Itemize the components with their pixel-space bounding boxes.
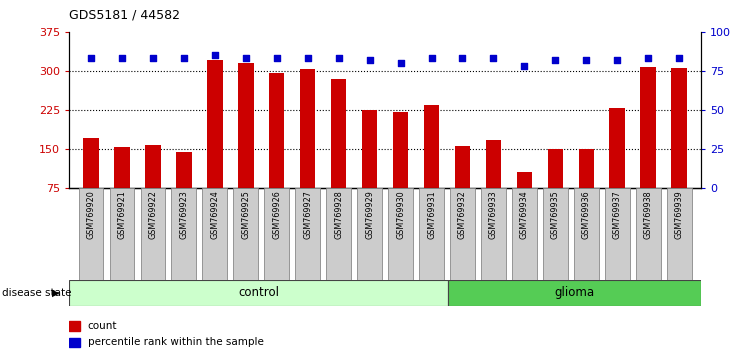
Text: GSM769926: GSM769926 (272, 190, 281, 239)
FancyBboxPatch shape (264, 188, 289, 280)
Text: GSM769936: GSM769936 (582, 190, 591, 239)
Text: GSM769929: GSM769929 (365, 190, 374, 239)
FancyBboxPatch shape (202, 188, 227, 280)
Bar (300, 69, 315, 188)
Text: GSM769931: GSM769931 (427, 190, 436, 239)
Text: GSM769925: GSM769925 (242, 190, 250, 239)
Bar (362, 110, 377, 188)
Bar (238, 63, 253, 188)
Point (488, 56, 499, 61)
Point (178, 56, 190, 61)
Text: GDS5181 / 44582: GDS5181 / 44582 (69, 9, 180, 22)
Text: GSM769922: GSM769922 (148, 190, 158, 239)
Point (612, 57, 623, 63)
Text: GSM769921: GSM769921 (118, 190, 126, 239)
Point (580, 57, 592, 63)
Bar (176, 152, 191, 188)
Bar (83, 138, 99, 188)
Point (209, 52, 220, 58)
Point (271, 56, 283, 61)
FancyBboxPatch shape (450, 188, 474, 280)
FancyBboxPatch shape (296, 188, 320, 280)
Text: control: control (238, 286, 280, 299)
Text: GSM769939: GSM769939 (675, 190, 683, 239)
Text: GSM769920: GSM769920 (87, 190, 96, 239)
Bar (331, 79, 346, 188)
FancyBboxPatch shape (388, 188, 413, 280)
FancyBboxPatch shape (419, 188, 444, 280)
Bar (207, 61, 223, 188)
Point (673, 56, 685, 61)
Point (550, 57, 561, 63)
Text: count: count (88, 321, 118, 331)
Point (333, 56, 345, 61)
Point (301, 56, 313, 61)
Bar (393, 112, 408, 188)
FancyBboxPatch shape (357, 188, 382, 280)
FancyBboxPatch shape (141, 188, 165, 280)
Point (395, 60, 407, 66)
Text: glioma: glioma (555, 286, 594, 299)
Text: GSM769923: GSM769923 (180, 190, 188, 239)
FancyBboxPatch shape (69, 280, 448, 306)
FancyBboxPatch shape (543, 188, 568, 280)
FancyBboxPatch shape (79, 188, 104, 280)
Point (457, 56, 469, 61)
FancyBboxPatch shape (605, 188, 629, 280)
FancyBboxPatch shape (512, 188, 537, 280)
Text: GSM769938: GSM769938 (644, 190, 653, 239)
Point (85, 56, 97, 61)
Text: GSM769930: GSM769930 (396, 190, 405, 239)
Bar (145, 145, 161, 188)
Text: percentile rank within the sample: percentile rank within the sample (88, 337, 264, 347)
Bar (672, 68, 687, 188)
FancyBboxPatch shape (172, 188, 196, 280)
Point (240, 56, 252, 61)
FancyBboxPatch shape (481, 188, 506, 280)
FancyBboxPatch shape (326, 188, 351, 280)
Bar (517, 172, 532, 188)
Text: GSM769934: GSM769934 (520, 190, 529, 239)
Text: GSM769935: GSM769935 (551, 190, 560, 239)
Text: GSM769924: GSM769924 (210, 190, 219, 239)
Bar (424, 104, 439, 188)
Point (518, 63, 530, 69)
Point (426, 56, 437, 61)
Bar (610, 108, 625, 188)
Text: GSM769927: GSM769927 (303, 190, 312, 239)
Point (116, 56, 128, 61)
FancyBboxPatch shape (574, 188, 599, 280)
Bar (485, 140, 502, 188)
Bar (579, 149, 594, 188)
Text: GSM769928: GSM769928 (334, 190, 343, 239)
Text: ▶: ▶ (53, 288, 60, 298)
Bar (114, 147, 130, 188)
Bar (69, 338, 80, 347)
Text: disease state: disease state (2, 288, 72, 298)
Text: GSM769937: GSM769937 (612, 190, 622, 239)
FancyBboxPatch shape (110, 188, 134, 280)
Bar (69, 321, 80, 331)
Point (364, 57, 375, 63)
Bar (548, 149, 563, 188)
FancyBboxPatch shape (448, 280, 701, 306)
Point (642, 56, 654, 61)
Bar (269, 73, 285, 188)
FancyBboxPatch shape (234, 188, 258, 280)
FancyBboxPatch shape (636, 188, 661, 280)
Point (147, 56, 158, 61)
Text: GSM769932: GSM769932 (458, 190, 467, 239)
Text: GSM769933: GSM769933 (489, 190, 498, 239)
Bar (455, 146, 470, 188)
FancyBboxPatch shape (666, 188, 691, 280)
Bar (640, 67, 656, 188)
